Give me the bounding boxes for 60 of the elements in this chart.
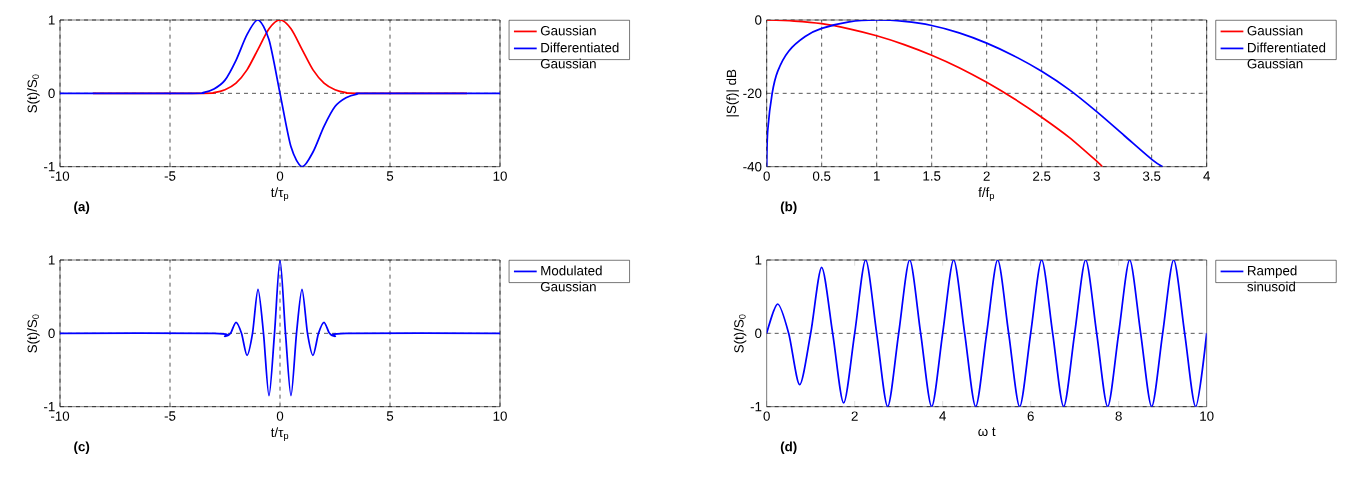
y-axis-title: S(t)/S$_{0}$ — [733, 314, 747, 353]
line-series — [766, 20, 1164, 167]
line-series — [766, 20, 1104, 167]
x-tick-label: 5 — [386, 171, 394, 181]
y-tick-label: 0 — [48, 88, 55, 99]
y-axis-title: |S(f)| dB — [726, 69, 739, 117]
y-tick-label: -1 — [44, 162, 55, 172]
x-axis-title: t/τ$_{p}$ — [270, 187, 289, 201]
legend-label: Differentiated Gaussian — [540, 42, 619, 69]
x-tick-label: -5 — [164, 171, 176, 181]
x-tick-label: 3.5 — [1142, 171, 1161, 181]
x-tick-label: 5 — [386, 411, 394, 421]
y-axis-title: S(t)/S$_{0}$ — [27, 74, 40, 113]
x-tick-label: 0 — [763, 411, 770, 421]
x-axis-title: ω t — [978, 427, 996, 437]
x-axis-title: t/τ$_{p}$ — [270, 427, 289, 441]
line-series — [60, 20, 500, 167]
y-tick-label: 0 — [755, 15, 762, 25]
x-axis-title: f/f$_{p}$ — [978, 187, 995, 201]
text: (d) — [780, 441, 797, 454]
legend-label: Differentiated Gaussian — [1247, 42, 1326, 69]
x-tick-label: 10 — [493, 171, 507, 181]
y-tick-label: 1 — [755, 255, 762, 265]
x-tick-label: -5 — [164, 411, 176, 421]
x-tick-label: 0 — [276, 171, 284, 181]
x-tick-label: 0.5 — [812, 171, 831, 181]
x-tick-label: -10 — [50, 411, 70, 421]
text: (c) — [74, 441, 90, 454]
y-tick-label: -1 — [44, 402, 55, 412]
x-tick-label: 6 — [1027, 411, 1034, 421]
x-tick-label: 0 — [276, 411, 284, 421]
x-tick-label: 0 — [763, 171, 770, 181]
y-tick-label: 0 — [48, 328, 55, 339]
text: (a) — [74, 201, 90, 214]
x-tick-label: 10 — [493, 411, 507, 421]
text: (b) — [780, 201, 797, 214]
y-axis-title: S(t)/S$_{0}$ — [27, 314, 40, 353]
x-tick-label: 2 — [851, 411, 858, 421]
y-tick-label: 0 — [755, 328, 762, 339]
x-tick-label: 2.5 — [1033, 171, 1051, 181]
y-tick-label: 1 — [48, 15, 55, 25]
x-tick-label: 1.5 — [923, 171, 941, 181]
y-tick-label: -40 — [743, 161, 762, 172]
legend-label: Gaussian — [1247, 25, 1303, 36]
y-tick-label: 1 — [48, 255, 55, 265]
x-tick-label: 4 — [939, 411, 946, 421]
x-tick-label: 10 — [1200, 411, 1214, 421]
y-tick-label: -20 — [743, 88, 762, 99]
x-tick-label: 8 — [1115, 411, 1122, 421]
legend-label: Modulated Gaussian — [540, 265, 602, 292]
x-tick-label: 2 — [983, 171, 990, 181]
line-series — [766, 260, 1207, 407]
x-tick-label: 3 — [1093, 171, 1100, 181]
x-tick-label: -10 — [50, 171, 70, 181]
y-tick-label: -1 — [750, 402, 762, 412]
x-tick-label: 4 — [1203, 171, 1210, 181]
legend-label: Gaussian — [540, 25, 596, 36]
x-tick-label: 1 — [873, 171, 880, 181]
line-series — [60, 260, 500, 397]
legend-label: Ramped sinusoid — [1247, 265, 1297, 292]
